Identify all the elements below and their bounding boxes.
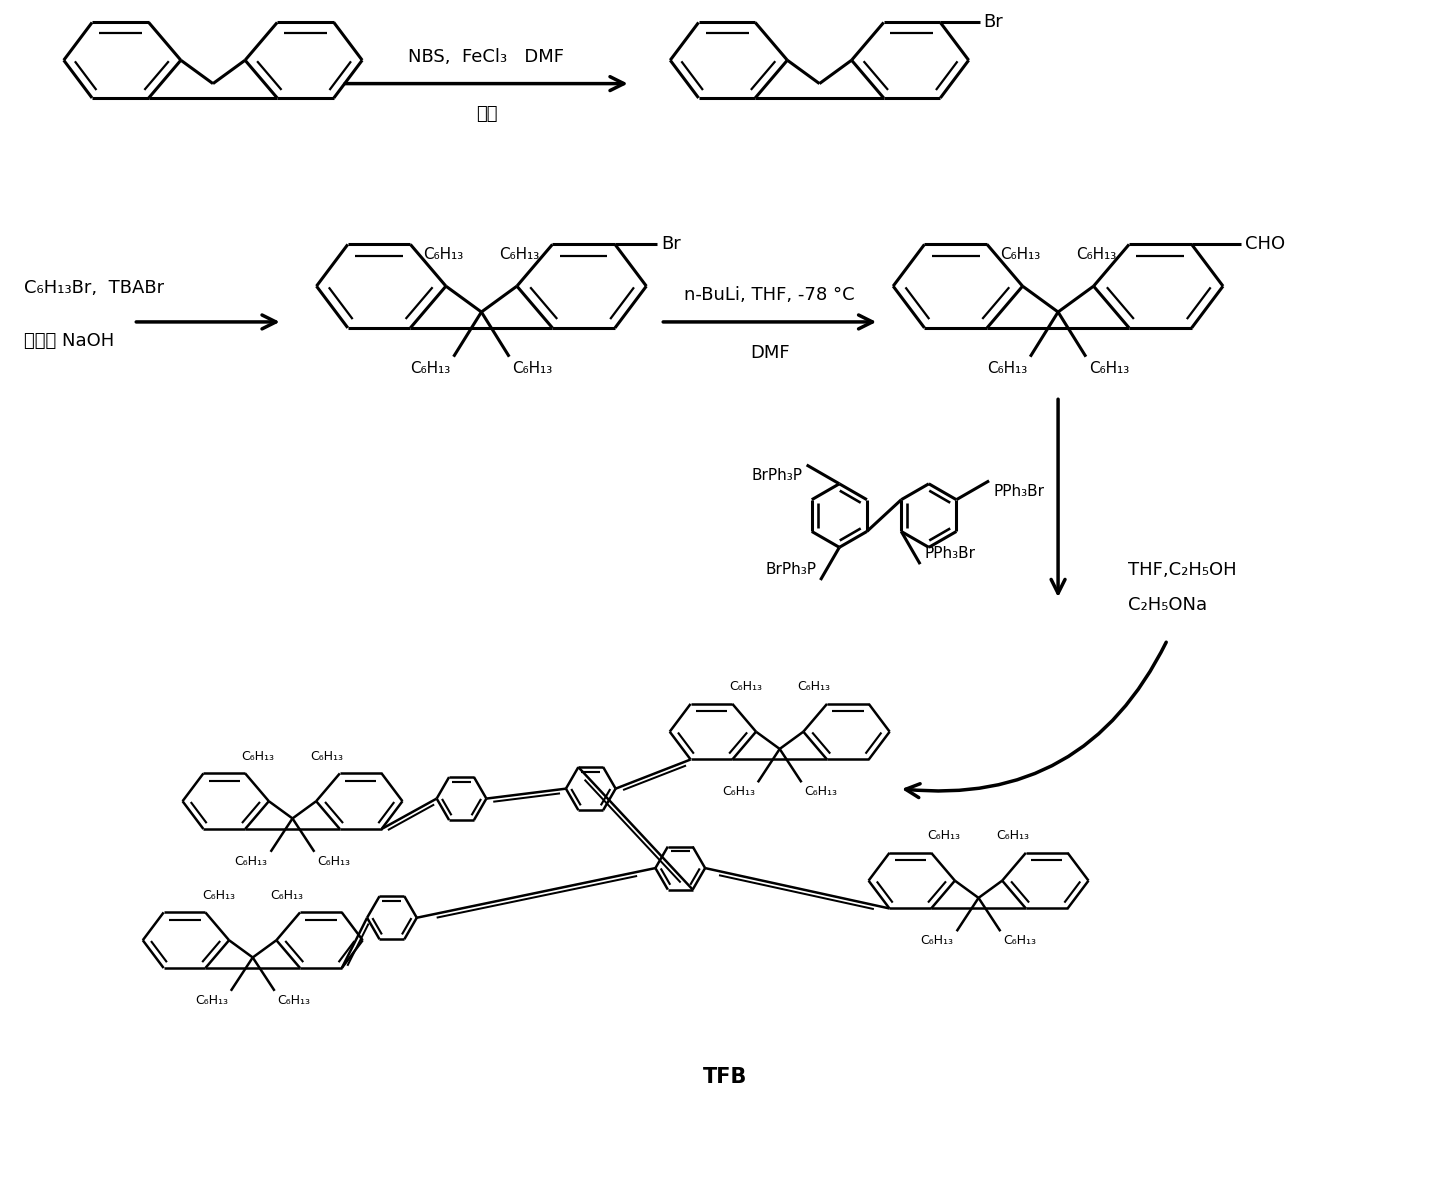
Text: CHO: CHO bbox=[1246, 235, 1286, 253]
Text: C₆H₁₃: C₆H₁₃ bbox=[722, 786, 755, 799]
Text: C₆H₁₃: C₆H₁₃ bbox=[996, 830, 1030, 842]
Text: C₆H₁₃: C₆H₁₃ bbox=[202, 888, 235, 901]
Text: NBS,  FeCl₃   DMF: NBS, FeCl₃ DMF bbox=[409, 48, 564, 66]
Text: C₆H₁₃: C₆H₁₃ bbox=[277, 993, 310, 1007]
Text: C₆H₁₃Br,  TBABr: C₆H₁₃Br, TBABr bbox=[25, 279, 164, 297]
Text: C₆H₁₃: C₆H₁₃ bbox=[410, 361, 451, 376]
Text: C₆H₁₃: C₆H₁₃ bbox=[235, 855, 268, 868]
Text: C₆H₁₃: C₆H₁₃ bbox=[512, 361, 552, 376]
Text: C₆H₁₃: C₆H₁₃ bbox=[921, 934, 954, 947]
Text: THF,C₂H₅OH: THF,C₂H₅OH bbox=[1128, 561, 1237, 579]
Text: C₆H₁₃: C₆H₁₃ bbox=[928, 830, 961, 842]
Text: C₆H₁₃: C₆H₁₃ bbox=[242, 750, 274, 763]
Text: C₆H₁₃: C₆H₁₃ bbox=[271, 888, 303, 901]
Text: C₆H₁₃: C₆H₁₃ bbox=[1000, 247, 1040, 263]
Text: C₆H₁₃: C₆H₁₃ bbox=[1076, 247, 1117, 263]
Text: C₆H₁₃: C₆H₁₃ bbox=[987, 361, 1027, 376]
Text: C₆H₁₃: C₆H₁₃ bbox=[729, 681, 761, 694]
Text: C₆H₁₃: C₆H₁₃ bbox=[423, 247, 464, 263]
Text: C₆H₁₃: C₆H₁₃ bbox=[310, 750, 344, 763]
Text: 甲苯， NaOH: 甲苯， NaOH bbox=[25, 332, 115, 350]
Text: C₂H₅ONa: C₂H₅ONa bbox=[1128, 596, 1206, 614]
Text: C₆H₁₃: C₆H₁₃ bbox=[318, 855, 351, 868]
Text: Br: Br bbox=[661, 235, 680, 253]
Text: C₆H₁₃: C₆H₁₃ bbox=[1003, 934, 1037, 947]
Text: Br: Br bbox=[983, 13, 1003, 31]
Text: PPh₃Br: PPh₃Br bbox=[924, 546, 976, 561]
Text: 常温: 常温 bbox=[476, 105, 497, 123]
Text: C₆H₁₃: C₆H₁₃ bbox=[499, 247, 539, 263]
Text: TFB: TFB bbox=[703, 1066, 747, 1087]
Text: C₆H₁₃: C₆H₁₃ bbox=[798, 681, 831, 694]
Text: C₆H₁₃: C₆H₁₃ bbox=[1089, 361, 1130, 376]
Text: n-BuLi, THF, -78 °C: n-BuLi, THF, -78 °C bbox=[684, 287, 856, 304]
FancyArrowPatch shape bbox=[906, 642, 1166, 798]
Text: PPh₃Br: PPh₃Br bbox=[993, 484, 1044, 499]
Text: BrPh₃P: BrPh₃P bbox=[766, 562, 816, 577]
Text: BrPh₃P: BrPh₃P bbox=[751, 468, 803, 482]
Text: DMF: DMF bbox=[750, 344, 790, 362]
Text: C₆H₁₃: C₆H₁₃ bbox=[805, 786, 838, 799]
Text: C₆H₁₃: C₆H₁₃ bbox=[194, 993, 228, 1007]
